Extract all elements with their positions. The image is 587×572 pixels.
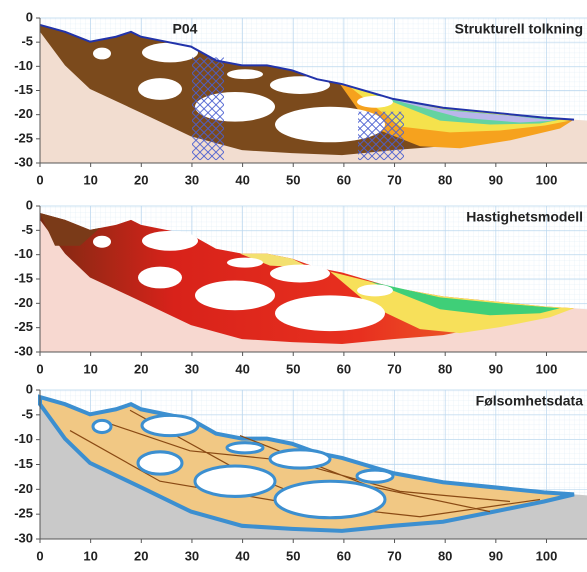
panel-title: Følsomhetsdata <box>476 393 584 409</box>
y-tick-label: -20 <box>14 295 33 310</box>
panel: 0 10 20 30 40 50 60 70 80 90 100 0 -5 -10 -15 -20 -25 -30… <box>14 381 587 563</box>
panel-title: Hastighetsmodell <box>466 209 583 225</box>
x-tick-label: 20 <box>134 361 148 376</box>
y-tick-label: -10 <box>14 246 33 261</box>
x-tick-label: 60 <box>337 361 351 376</box>
y-tick-label: -15 <box>14 82 33 97</box>
x-tick-label: 80 <box>438 548 452 563</box>
x-tick-label: 30 <box>185 172 199 187</box>
x-tick-label: 0 <box>36 361 43 376</box>
x-tick-label: 70 <box>387 361 401 376</box>
y-tick-label: -30 <box>14 343 33 358</box>
x-tick-label: 90 <box>489 548 503 563</box>
x-tick-label: 80 <box>438 361 452 376</box>
x-tick-label: 80 <box>438 172 452 187</box>
y-tick-label: 0 <box>26 197 33 212</box>
y-tick-label: -30 <box>14 154 33 169</box>
y-tick-label: -15 <box>14 456 33 471</box>
x-tick-label: 50 <box>286 361 300 376</box>
y-tick-label: -25 <box>14 130 33 145</box>
x-tick-label: 30 <box>185 361 199 376</box>
x-tick-label: 40 <box>235 361 249 376</box>
y-tick-label: -10 <box>14 58 33 73</box>
y-tick-label: -25 <box>14 319 33 334</box>
x-tick-label: 30 <box>185 548 199 563</box>
y-tick-label: -20 <box>14 481 33 496</box>
panels: 0 10 20 30 40 50 60 70 80 90 1000-5-10-15-20-25-30… <box>14 9 587 563</box>
y-tick-label: -5 <box>21 222 33 237</box>
panel: 0 10 20 30 40 50 60 70 80 90 100 0 -5 -10 -15 -20 -25 -30… <box>14 9 587 187</box>
x-tick-label: 0 <box>36 172 43 187</box>
panel-title: Strukturell tolkning <box>455 21 583 37</box>
x-tick-label: 90 <box>489 172 503 187</box>
section-image <box>40 397 587 539</box>
y-tick-label: -25 <box>14 506 33 521</box>
y-tick-label: -15 <box>14 270 33 285</box>
panel: 0 10 20 30 40 50 60 70 80 90 100 0 -5 -10 -15 -20 -25 -30… <box>14 197 587 376</box>
section-image <box>40 212 587 352</box>
profile-label: P04 <box>173 21 198 37</box>
x-tick-label: 50 <box>286 172 300 187</box>
x-tick-label: 70 <box>387 548 401 563</box>
x-tick-label: 20 <box>134 172 148 187</box>
x-tick-label: 40 <box>235 172 249 187</box>
section-image <box>39 23 587 164</box>
x-tick-label: 100 <box>536 361 558 376</box>
x-tick-label: 70 <box>387 172 401 187</box>
x-tick-label: 10 <box>83 361 97 376</box>
y-tick-label: 0 <box>26 381 33 396</box>
y-tick-label: -5 <box>21 406 33 421</box>
x-tick-label: 60 <box>337 172 351 187</box>
y-tick-label: -30 <box>14 530 33 545</box>
y-tick-label: -10 <box>14 431 33 446</box>
x-tick-label: 100 <box>536 172 558 187</box>
x-tick-label: 10 <box>83 548 97 563</box>
x-tick-label: 100 <box>536 548 558 563</box>
x-tick-label: 40 <box>235 548 249 563</box>
y-tick-label: 0 <box>26 9 33 24</box>
x-tick-label: 90 <box>489 361 503 376</box>
x-tick-label: 60 <box>337 548 351 563</box>
x-tick-label: 10 <box>83 172 97 187</box>
x-tick-label: 0 <box>36 548 43 563</box>
y-tick-label: -5 <box>21 34 33 49</box>
y-tick-label: -20 <box>14 106 33 121</box>
x-tick-label: 50 <box>286 548 300 563</box>
x-tick-label: 20 <box>134 548 148 563</box>
